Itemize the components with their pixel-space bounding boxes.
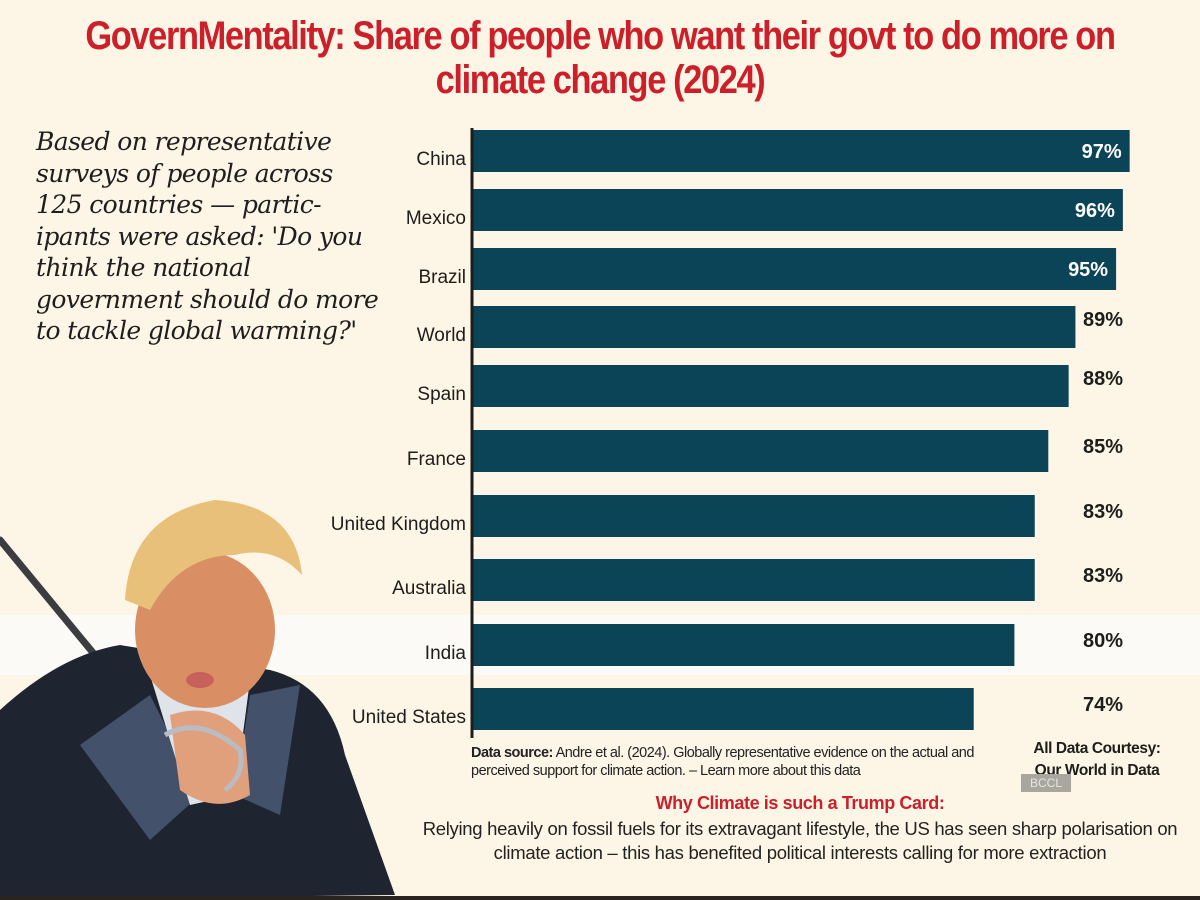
bar-mexico [472, 189, 1123, 231]
bar-china [472, 130, 1130, 172]
category-label: Spain [417, 384, 466, 405]
bar-united-kingdom [472, 495, 1035, 537]
value-label: 88% [1083, 368, 1123, 390]
category-label: Australia [392, 578, 466, 599]
person-with-sword-photo [0, 500, 395, 900]
value-label: 74% [1083, 694, 1123, 716]
value-label: 83% [1083, 565, 1123, 587]
data-source-label: Data source: [471, 745, 553, 761]
bccl-watermark: BCCL [1021, 774, 1071, 792]
value-label: 80% [1083, 630, 1123, 652]
value-label: 89% [1083, 309, 1123, 331]
category-label: World [417, 325, 466, 346]
data-source-text: Andre et al. (2024). Globally representa… [471, 745, 974, 779]
category-label: India [425, 643, 467, 664]
bar-france [472, 430, 1049, 472]
category-label: France [407, 449, 466, 470]
intro-text: Based on representative surveys of peopl… [36, 127, 379, 345]
why-body-text: Relying heavily on fossil fuels for its … [422, 818, 1178, 863]
bar-united-states [472, 688, 974, 730]
value-label: 96% [1075, 200, 1115, 222]
category-label: China [416, 149, 466, 170]
category-label: United Kingdom [331, 514, 466, 535]
value-label: 95% [1068, 259, 1108, 281]
data-source-note: Data source: Andre et al. (2024). Global… [471, 744, 991, 780]
bottom-border [0, 896, 1200, 900]
bar-australia [472, 559, 1035, 601]
value-label: 85% [1083, 436, 1123, 458]
category-label: Mexico [406, 208, 466, 229]
bar-brazil [472, 248, 1117, 290]
bars-layer: China 97% Mexico 96% Brazil 95% World 89% Spain 8… [331, 130, 1130, 730]
value-label: 83% [1083, 501, 1123, 523]
bar-world [472, 306, 1076, 348]
category-label: Brazil [418, 267, 466, 288]
bar-spain [472, 365, 1069, 407]
chart-title: GovernMentality: Share of people who wan… [85, 14, 1116, 102]
bar-india [472, 624, 1015, 666]
value-label: 97% [1082, 141, 1122, 163]
why-heading: Why Climate is such a Trump Card: [655, 793, 945, 813]
category-label: United States [352, 707, 466, 728]
